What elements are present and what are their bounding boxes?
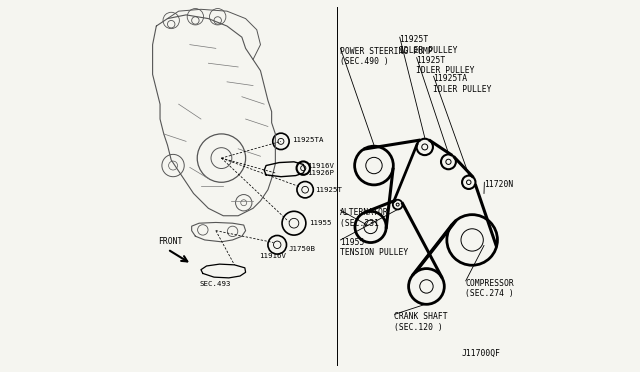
Text: 11720N: 11720N xyxy=(484,180,513,189)
Text: CRANK SHAFT
(SEC.120 ): CRANK SHAFT (SEC.120 ) xyxy=(394,312,448,332)
Text: FRONT: FRONT xyxy=(158,237,182,246)
Text: 11916V: 11916V xyxy=(259,253,285,259)
Text: POWER STEERING PUMP
(SEC.490 ): POWER STEERING PUMP (SEC.490 ) xyxy=(340,46,433,66)
Text: 11925T: 11925T xyxy=(316,187,342,193)
Text: COMPRESSOR
(SEC.274 ): COMPRESSOR (SEC.274 ) xyxy=(465,279,514,298)
Text: 11955
TENSION PULLEY: 11955 TENSION PULLEY xyxy=(340,238,408,257)
Text: 11926P: 11926P xyxy=(307,170,334,176)
Text: J1750B: J1750B xyxy=(289,246,316,252)
Text: 11925T
IDLER PULLEY: 11925T IDLER PULLEY xyxy=(416,56,475,75)
Text: 11925T
IDLER PULLEY: 11925T IDLER PULLEY xyxy=(399,35,458,55)
Text: 11955: 11955 xyxy=(309,220,332,226)
Text: 11925TA: 11925TA xyxy=(292,137,324,142)
Text: 11925TA
IDLER PULLEY: 11925TA IDLER PULLEY xyxy=(433,74,492,94)
Text: ALTERNATOR
(SEC.231 ): ALTERNATOR (SEC.231 ) xyxy=(340,208,389,228)
Text: 11916V: 11916V xyxy=(307,163,334,169)
Text: J11700QF: J11700QF xyxy=(461,349,500,358)
Text: SEC.493: SEC.493 xyxy=(199,281,231,287)
